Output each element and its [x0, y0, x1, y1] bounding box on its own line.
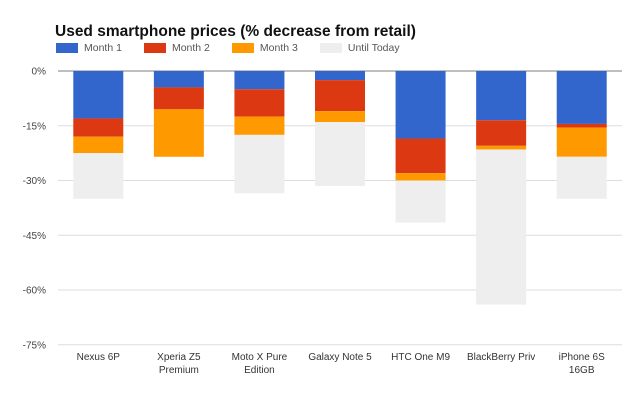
legend-item-until-today: Until Today	[319, 42, 400, 54]
legend-item-month-2: Month 2	[143, 42, 210, 54]
bar-segment-month-2	[395, 138, 446, 174]
bar-segment-month-3	[315, 111, 365, 123]
x-tick-label: iPhone 6S	[559, 352, 605, 363]
bar-segment-month-2	[315, 80, 365, 112]
x-tick-label: Nexus 6P	[77, 352, 121, 363]
y-tick-label: 0%	[32, 67, 47, 78]
bar-segment-month-1	[395, 71, 446, 139]
bar-segment-month-1	[153, 71, 204, 88]
bar-segment-month-3	[556, 127, 607, 157]
bar-segment-month-3	[234, 116, 285, 135]
legend: Month 1 Month 2 Month 3 Until Today	[56, 42, 422, 54]
bar-segment-until-today	[315, 122, 365, 186]
bar-segment-month-2	[556, 123, 607, 128]
x-tick-label: BlackBerry Priv	[467, 352, 535, 363]
legend-item-month-3: Month 3	[231, 42, 298, 54]
x-tick-label: HTC One M9	[391, 352, 450, 363]
legend-item-month-1: Month 1	[56, 42, 122, 54]
bar-segment-month-3	[73, 136, 124, 154]
legend-swatch	[231, 43, 254, 53]
bar-segment-until-today	[234, 134, 285, 194]
x-tick-label: Galaxy Note 5	[308, 352, 372, 363]
bar-segment-month-1	[73, 71, 124, 119]
x-tick-label: Xperia Z5	[157, 352, 201, 363]
x-tick-label: 16GB	[569, 365, 595, 376]
bar-segment-month-3	[395, 173, 446, 181]
legend-label: Month 1	[84, 42, 122, 54]
bar-segment-month-2	[73, 118, 124, 137]
bar-segment-month-2	[234, 89, 285, 117]
bar-segment-until-today	[73, 153, 124, 199]
y-tick-label: -60%	[23, 286, 46, 297]
bar-segment-month-1	[476, 71, 527, 121]
y-tick-label: -75%	[23, 340, 46, 351]
bar-segment-month-1	[315, 71, 365, 81]
chart-title: Used smartphone prices (% decrease from …	[55, 23, 416, 40]
legend-swatch	[319, 43, 342, 53]
bar-segment-until-today	[395, 180, 446, 223]
bar-segment-until-today	[556, 156, 607, 199]
legend-label: Month 2	[171, 42, 210, 54]
legend-swatch	[143, 43, 166, 53]
legend-label: Until Today	[347, 42, 400, 54]
x-tick-label: Edition	[244, 365, 275, 376]
bar-segment-month-1	[556, 71, 607, 124]
y-tick-label: -45%	[23, 231, 46, 242]
bar-segment-month-3	[476, 145, 527, 150]
bar-segment-until-today	[476, 149, 527, 305]
y-tick-label: -30%	[23, 176, 46, 187]
bar-segment-month-2	[153, 87, 204, 110]
legend-swatch	[56, 43, 78, 53]
bar-segment-month-2	[476, 120, 527, 146]
x-tick-label: Premium	[159, 365, 199, 376]
legend-label: Month 3	[259, 42, 298, 54]
bar-segment-month-3	[153, 109, 204, 157]
bar-segment-month-1	[234, 71, 285, 90]
x-tick-label: Moto X Pure	[232, 352, 288, 363]
y-tick-label: -15%	[23, 121, 46, 132]
